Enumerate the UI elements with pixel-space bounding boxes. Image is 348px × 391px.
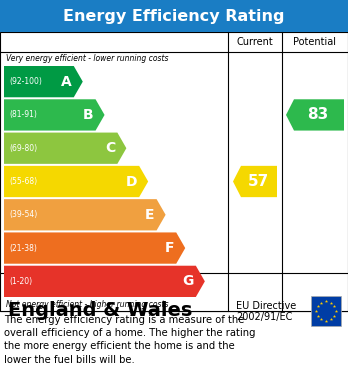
Text: F: F <box>165 241 174 255</box>
Text: England & Wales: England & Wales <box>8 301 192 321</box>
Bar <box>311 296 341 326</box>
Text: (69-80): (69-80) <box>9 144 37 153</box>
Polygon shape <box>233 166 277 197</box>
Bar <box>0 32 348 311</box>
Polygon shape <box>4 199 166 230</box>
Bar <box>0 0 348 32</box>
Polygon shape <box>4 266 205 297</box>
Text: Energy Efficiency Rating: Energy Efficiency Rating <box>63 9 285 23</box>
Text: G: G <box>182 274 194 288</box>
Text: 2002/91/EC: 2002/91/EC <box>236 312 292 322</box>
Text: (1-20): (1-20) <box>9 277 32 286</box>
Text: (39-54): (39-54) <box>9 210 37 219</box>
Text: (92-100): (92-100) <box>9 77 42 86</box>
Text: B: B <box>83 108 94 122</box>
Text: E: E <box>145 208 155 222</box>
Text: A: A <box>61 75 72 89</box>
Text: 83: 83 <box>307 108 329 122</box>
Polygon shape <box>4 232 185 264</box>
Text: (21-38): (21-38) <box>9 244 37 253</box>
Polygon shape <box>4 99 104 131</box>
Polygon shape <box>286 99 344 131</box>
Text: EU Directive: EU Directive <box>236 301 296 311</box>
Text: C: C <box>105 141 115 155</box>
Polygon shape <box>4 133 126 164</box>
Text: The energy efficiency rating is a measure of the
overall efficiency of a home. T: The energy efficiency rating is a measur… <box>4 315 255 364</box>
Text: Very energy efficient - lower running costs: Very energy efficient - lower running co… <box>6 54 168 63</box>
Bar <box>0 273 348 311</box>
Text: D: D <box>126 174 137 188</box>
Polygon shape <box>4 166 148 197</box>
Text: (55-68): (55-68) <box>9 177 37 186</box>
Text: (81-91): (81-91) <box>9 110 37 119</box>
Text: Current: Current <box>237 37 274 47</box>
Polygon shape <box>4 66 83 97</box>
Text: Not energy efficient - higher running costs: Not energy efficient - higher running co… <box>6 300 168 309</box>
Text: Potential: Potential <box>293 37 337 47</box>
Text: 57: 57 <box>247 174 269 189</box>
